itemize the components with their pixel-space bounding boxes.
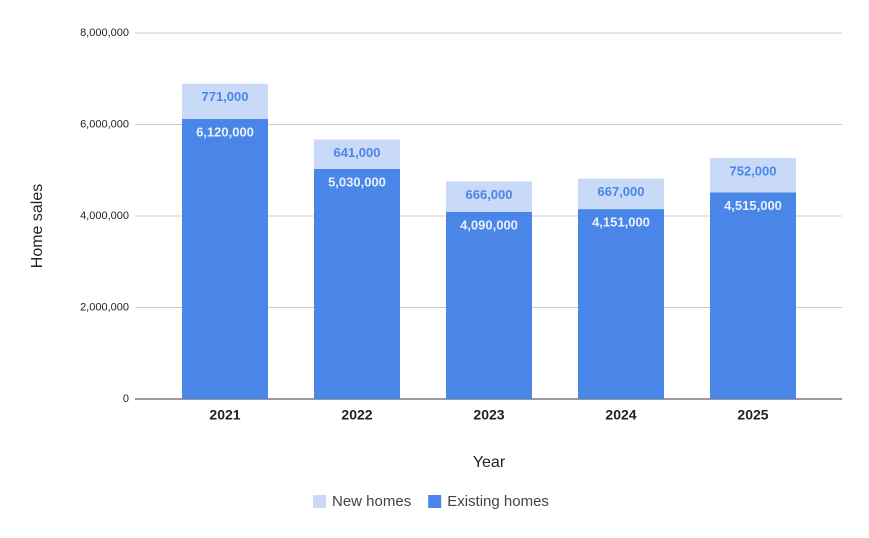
x-tick-label: 2023 <box>473 407 504 423</box>
value-label: 667,000 <box>598 184 645 199</box>
legend-swatch <box>428 495 442 508</box>
bar-segment <box>314 168 400 399</box>
value-label: 641,000 <box>334 145 381 160</box>
bar-segment <box>446 181 532 212</box>
y-axis-title: Home sales <box>29 184 46 268</box>
legend-label: New homes <box>332 493 411 510</box>
bar-segment <box>182 83 268 120</box>
value-label: 4,090,000 <box>460 217 518 232</box>
x-tick-label: 2024 <box>605 407 636 423</box>
x-tick-label: 2022 <box>341 407 372 423</box>
y-tick-label: 0 <box>123 393 129 405</box>
value-label: 752,000 <box>730 163 777 178</box>
bar-segment <box>314 139 400 169</box>
bar-segment <box>710 192 796 399</box>
bar-segment <box>578 209 664 399</box>
y-tick-label: 2,000,000 <box>80 301 129 313</box>
bar-segment <box>710 158 796 193</box>
y-tick-label: 4,000,000 <box>80 210 129 222</box>
value-label: 6,120,000 <box>196 124 254 139</box>
value-label: 4,515,000 <box>724 198 782 213</box>
x-axis-title: Year <box>473 454 506 471</box>
y-tick-label: 6,000,000 <box>80 118 129 130</box>
bar-segment <box>578 178 664 210</box>
bar-segment <box>182 119 268 399</box>
x-tick-label: 2025 <box>737 407 768 423</box>
value-label: 771,000 <box>202 89 249 104</box>
x-tick-label: 2021 <box>209 407 240 423</box>
y-tick-label: 8,000,000 <box>80 27 129 39</box>
bar-segment <box>446 211 532 399</box>
value-label: 4,151,000 <box>592 215 650 230</box>
legend-label: Existing homes <box>447 493 549 510</box>
value-label: 5,030,000 <box>328 174 386 189</box>
value-label: 666,000 <box>466 187 513 202</box>
legend-swatch <box>313 495 326 508</box>
